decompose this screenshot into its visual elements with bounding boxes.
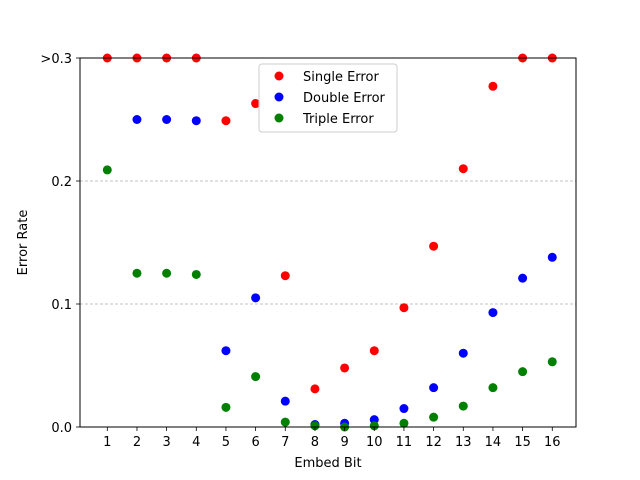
legend-entry: Double Error [303, 91, 386, 106]
data-point [399, 404, 409, 414]
x-tick-label: 7 [281, 435, 289, 450]
data-point [132, 115, 142, 124]
data-point [310, 384, 320, 394]
x-tick-label: 1 [103, 435, 111, 450]
y-tick-label: 0.2 [51, 175, 72, 190]
x-tick-label: 14 [485, 435, 502, 450]
data-point [369, 421, 379, 431]
x-tick-label: 6 [251, 435, 259, 450]
series-triple-error [102, 165, 557, 432]
x-tick-label: 10 [366, 435, 383, 450]
data-point [221, 346, 231, 356]
legend: Single Error Double Error Triple Error [258, 63, 398, 133]
data-point [429, 383, 439, 393]
data-point [518, 273, 528, 283]
data-point [280, 396, 290, 406]
data-point [458, 401, 468, 411]
data-point [399, 303, 409, 313]
x-tick-label: 8 [311, 435, 319, 450]
data-point [458, 348, 468, 358]
data-point [488, 308, 498, 318]
data-point [162, 268, 172, 278]
grid-lines [80, 180, 576, 305]
data-point [488, 383, 498, 393]
series-single-error [102, 53, 557, 394]
data-point [280, 417, 290, 427]
y-tick-label: >0.3 [40, 52, 72, 67]
x-tick-label: 5 [222, 435, 230, 450]
data-point [369, 415, 379, 425]
y-axis: 0.0 0.1 0.2 >0.3 [40, 52, 80, 436]
y-tick-label: 0.0 [51, 421, 72, 436]
data-point [221, 402, 231, 412]
y-tick-label: 0.1 [51, 298, 72, 313]
legend-entry: Single Error [303, 70, 379, 85]
data-point [518, 367, 528, 377]
data-point [429, 412, 439, 422]
data-point [162, 115, 172, 124]
data-point [191, 269, 201, 279]
legend-box [258, 63, 398, 133]
x-tick-label: 9 [340, 435, 348, 450]
x-tick-label: 4 [192, 435, 200, 450]
x-tick-label: 2 [133, 435, 141, 450]
x-tick-label: 11 [396, 435, 413, 450]
data-point [547, 357, 557, 367]
data-point [191, 116, 201, 126]
data-point [458, 164, 468, 174]
data-point [369, 346, 379, 356]
x-tick-label: 13 [455, 435, 472, 450]
data-point [251, 372, 261, 382]
x-axis-label: Embed Bit [294, 456, 361, 471]
legend-marker [274, 92, 284, 102]
data-point [132, 268, 142, 278]
data-point [488, 81, 498, 91]
x-tick-label: 15 [514, 435, 531, 450]
data-points [102, 53, 557, 432]
legend-entry: Triple Error [302, 112, 374, 127]
x-tick-label: 3 [162, 435, 170, 450]
data-point [547, 252, 557, 262]
data-point [221, 116, 231, 126]
legend-marker [274, 113, 284, 123]
data-point [429, 241, 439, 251]
x-axis: 1 2 3 4 5 6 7 8 9 10 11 12 13 14 15 16 [103, 427, 561, 450]
data-point [251, 293, 261, 303]
data-point [310, 421, 320, 431]
data-point [399, 418, 409, 428]
data-point [251, 99, 261, 109]
data-point [340, 363, 350, 373]
y-axis-label: Error Rate [16, 210, 31, 276]
x-tick-label: 16 [544, 435, 561, 450]
x-tick-label: 12 [425, 435, 442, 450]
data-point [102, 165, 112, 175]
data-point [280, 271, 290, 281]
plot-area-frame [79, 57, 577, 428]
legend-marker [274, 71, 284, 81]
